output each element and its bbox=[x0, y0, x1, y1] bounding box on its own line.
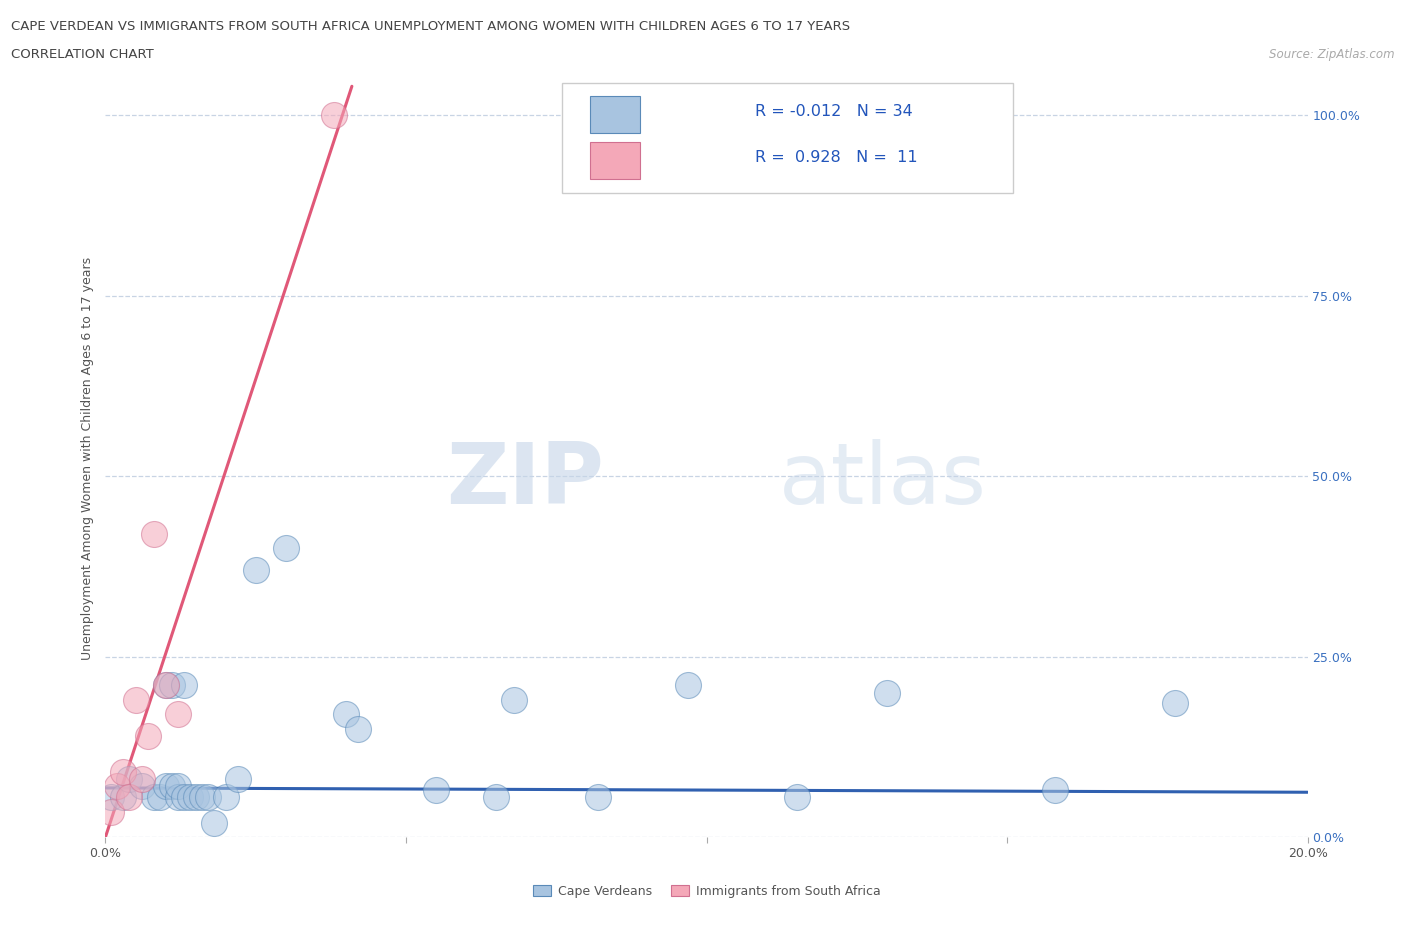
Point bbox=[274, 541, 297, 556]
Point bbox=[226, 772, 249, 787]
Point bbox=[124, 693, 146, 708]
Point bbox=[322, 108, 344, 123]
Point bbox=[197, 790, 219, 804]
Point bbox=[112, 764, 135, 779]
Legend: Cape Verdeans, Immigrants from South Africa: Cape Verdeans, Immigrants from South Afr… bbox=[527, 880, 886, 903]
Text: atlas: atlas bbox=[779, 439, 987, 523]
Bar bbox=[591, 96, 640, 133]
Point bbox=[347, 722, 370, 737]
Point bbox=[160, 779, 183, 794]
Point bbox=[335, 707, 357, 722]
Point bbox=[245, 563, 267, 578]
Point bbox=[202, 815, 225, 830]
Text: Source: ZipAtlas.com: Source: ZipAtlas.com bbox=[1270, 48, 1395, 61]
Point bbox=[131, 779, 153, 794]
Point bbox=[142, 526, 165, 541]
Point bbox=[160, 678, 183, 693]
Point bbox=[166, 779, 188, 794]
Point bbox=[148, 790, 170, 804]
FancyBboxPatch shape bbox=[562, 83, 1014, 193]
Point bbox=[118, 772, 141, 787]
Point bbox=[1043, 783, 1066, 798]
Point bbox=[166, 707, 188, 722]
Y-axis label: Unemployment Among Women with Children Ages 6 to 17 years: Unemployment Among Women with Children A… bbox=[80, 257, 94, 659]
Point bbox=[876, 685, 898, 700]
Text: ZIP: ZIP bbox=[447, 439, 605, 523]
Point bbox=[155, 678, 177, 693]
Point bbox=[100, 804, 122, 819]
Point bbox=[503, 693, 526, 708]
Point bbox=[112, 790, 135, 804]
Point bbox=[1164, 696, 1187, 711]
Point bbox=[118, 790, 141, 804]
Point bbox=[155, 779, 177, 794]
Point bbox=[136, 728, 159, 743]
Text: R =  0.928   N =  11: R = 0.928 N = 11 bbox=[755, 150, 917, 165]
Bar bbox=[591, 142, 640, 179]
Text: R = -0.012   N = 34: R = -0.012 N = 34 bbox=[755, 103, 912, 119]
Point bbox=[588, 790, 610, 804]
Point bbox=[100, 790, 122, 804]
Point bbox=[142, 790, 165, 804]
Point bbox=[155, 678, 177, 693]
Point bbox=[173, 678, 195, 693]
Point bbox=[131, 772, 153, 787]
Point bbox=[425, 783, 447, 798]
Text: CORRELATION CHART: CORRELATION CHART bbox=[11, 48, 155, 61]
Point bbox=[214, 790, 236, 804]
Point bbox=[190, 790, 212, 804]
Point bbox=[173, 790, 195, 804]
Point bbox=[179, 790, 201, 804]
Point bbox=[107, 779, 129, 794]
Point bbox=[485, 790, 508, 804]
Point bbox=[678, 678, 700, 693]
Point bbox=[166, 790, 188, 804]
Text: CAPE VERDEAN VS IMMIGRANTS FROM SOUTH AFRICA UNEMPLOYMENT AMONG WOMEN WITH CHILD: CAPE VERDEAN VS IMMIGRANTS FROM SOUTH AF… bbox=[11, 20, 851, 33]
Point bbox=[184, 790, 207, 804]
Point bbox=[786, 790, 808, 804]
